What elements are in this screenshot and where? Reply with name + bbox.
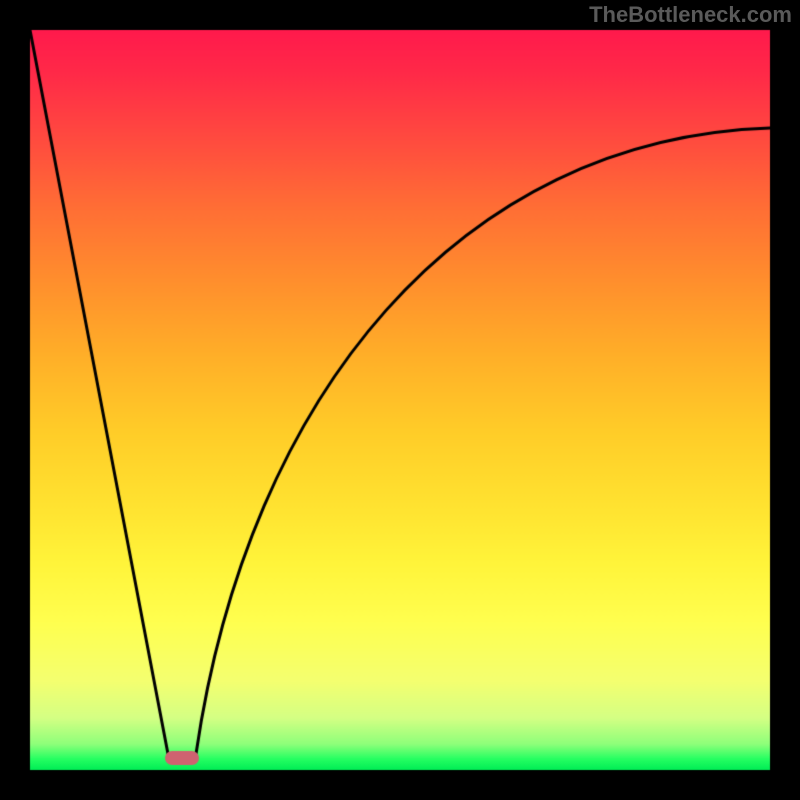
watermark-text: TheBottleneck.com [589, 2, 792, 28]
stage: TheBottleneck.com [0, 0, 800, 800]
bottleneck-chart-canvas [0, 0, 800, 800]
